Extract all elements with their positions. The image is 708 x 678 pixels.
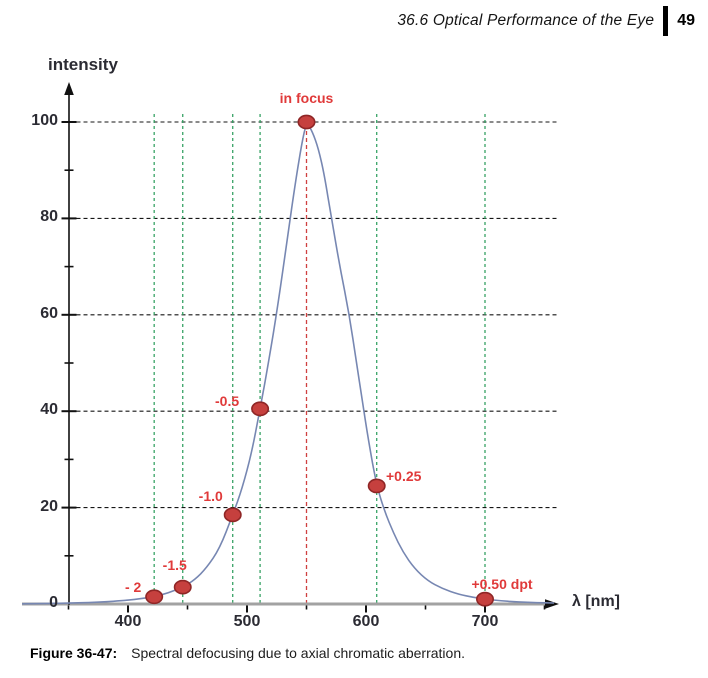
point-label--1.0: -1.0	[198, 487, 223, 504]
x-axis-arrowhead	[545, 599, 559, 609]
y-axis-title: intensity	[48, 55, 118, 74]
y-tick-label-80: 80	[40, 208, 58, 226]
data-point--1.5	[173, 579, 192, 595]
figure-caption-text: Spectral defocusing due to axial chromat…	[131, 645, 465, 661]
x-tick-label-600: 600	[352, 613, 380, 630]
point-label---2: - 2	[125, 578, 142, 595]
data-point--0.5	[251, 401, 270, 417]
figure-caption: Figure 36-47: Spectral defocusing due to …	[30, 645, 465, 661]
x-tick-label-500: 500	[233, 613, 261, 630]
y-axis-arrowhead	[64, 82, 74, 95]
y-tick-label-40: 40	[40, 401, 58, 419]
y-tick-label-100: 100	[31, 112, 58, 129]
y-tick-label-60: 60	[40, 304, 58, 322]
data-point--1.0	[223, 507, 242, 523]
x-tick-label-700: 700	[471, 613, 499, 630]
point-label-+0.25: +0.25	[385, 467, 422, 484]
data-point-+0.25	[367, 478, 386, 494]
data-point---2	[145, 589, 164, 605]
data-point-in-focus	[297, 114, 316, 130]
point-label-in-focus: in focus	[279, 90, 334, 106]
section-heading: 36.6 Optical Performance of the Eye	[397, 12, 655, 29]
x-tick-label-400: 400	[114, 613, 142, 630]
y-tick-label-0: 0	[49, 594, 58, 611]
point-label--1.5: -1.5	[162, 557, 187, 574]
x-axis-title: λ [nm]	[572, 593, 620, 610]
point-label--0.5: -0.5	[215, 392, 240, 409]
data-point-+0.50-dpt	[475, 591, 494, 607]
y-tick-label-20: 20	[40, 497, 58, 515]
figure-caption-label: Figure 36-47:	[30, 645, 118, 661]
page-header: 36.6 Optical Performance of the Eye 49	[397, 6, 695, 36]
point-label-+0.50-dpt: +0.50 dpt	[471, 576, 533, 593]
page-number-divider-bar	[663, 6, 669, 36]
page-number: 49	[677, 12, 695, 29]
